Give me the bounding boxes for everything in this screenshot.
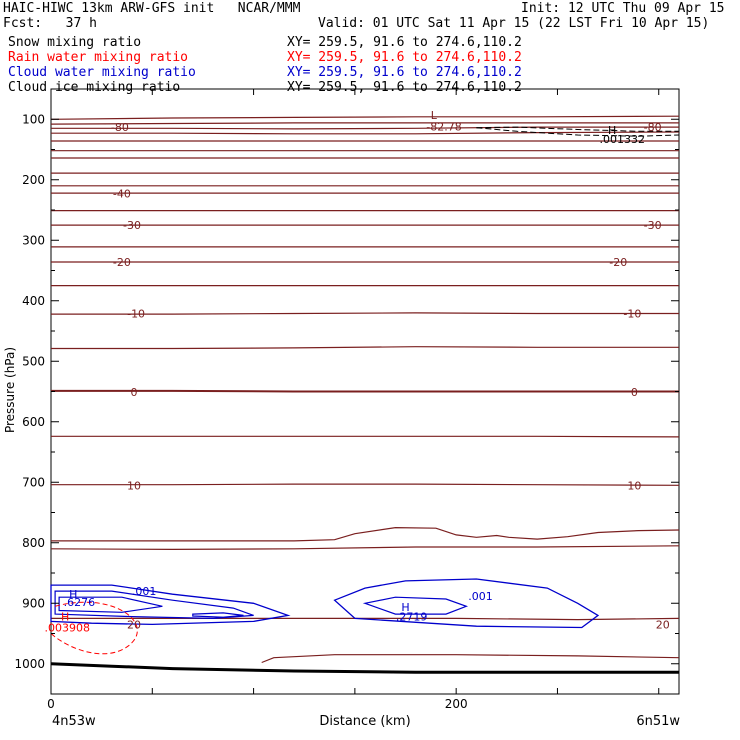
y-tick-label: 100 xyxy=(22,112,45,126)
cloud-water-left-mid xyxy=(54,590,254,620)
header-line1-left: HAIC-HIWC 13km ARW-GFS init NCAR/MMM xyxy=(3,1,301,16)
y-tick-label: 300 xyxy=(22,233,45,247)
field-xy-snow: XY= 259.5, 91.6 to 274.6,110.2 xyxy=(287,35,522,50)
header-fcst: Fcst: 37 h xyxy=(3,16,97,31)
field-name-snow: Snow mixing ratio xyxy=(8,35,142,50)
contour-label: H xyxy=(61,611,69,624)
cloud-water-left-outer xyxy=(50,584,291,626)
contour-label: -80 xyxy=(644,121,662,134)
contour-label: -30 xyxy=(644,219,662,232)
isotherm-15 xyxy=(51,312,679,315)
isotherm-near-surface xyxy=(261,654,680,664)
contour-label: H xyxy=(69,588,77,601)
contour-label: -40 xyxy=(113,188,131,201)
contour-label: .001 xyxy=(132,585,157,598)
contour-label: -20 xyxy=(609,256,627,269)
contour-label: -80 xyxy=(111,121,129,134)
isotherm-20 xyxy=(50,545,680,551)
isotherm-1 xyxy=(50,122,679,125)
field-xy-cloud-ice: XY= 259.5, 91.6 to 274.6,110.2 xyxy=(287,80,522,95)
x-tick-label: 0 xyxy=(47,697,55,711)
contour-label: H xyxy=(401,601,409,614)
isotherm-3 xyxy=(51,131,680,135)
contour-label: -10 xyxy=(127,307,145,320)
field-xy-rain: XY= 259.5, 91.6 to 274.6,110.2 xyxy=(287,50,522,65)
contour-label: 20 xyxy=(656,618,670,631)
contour-label: L xyxy=(431,109,438,122)
isotherm-16 xyxy=(51,346,679,350)
isotherm-20 xyxy=(51,617,680,621)
contour-label: 10 xyxy=(627,479,641,492)
y-tick-label: 200 xyxy=(22,173,45,187)
ice-contour-upper xyxy=(476,126,679,132)
isotherm-0 xyxy=(50,115,680,120)
cloud-water-middle-inner xyxy=(362,596,469,615)
contour-label: 10 xyxy=(127,479,141,492)
x-axis-label: Distance (km) xyxy=(319,714,410,729)
cloud-water-left-inner xyxy=(58,596,163,613)
cloud-water-middle-outer xyxy=(333,578,600,629)
y-tick-label: 800 xyxy=(22,536,45,550)
contour-label: .2719 xyxy=(396,611,428,624)
isotherm-18 xyxy=(51,435,680,438)
isotherm-warm-upper xyxy=(51,526,680,542)
y-tick-label: 600 xyxy=(22,415,45,429)
contour-label: .001 xyxy=(468,590,493,603)
contour-label: 20 xyxy=(127,618,141,631)
ice-contour-lower xyxy=(476,127,680,137)
header-init: Init: 12 UTC Thu 09 Apr 15 xyxy=(521,1,725,16)
contour-label: 0 xyxy=(631,386,638,399)
isotherm-17 xyxy=(51,389,679,393)
y-tick-label: 500 xyxy=(22,354,45,368)
y-tick-label: 700 xyxy=(22,475,45,489)
field-name-cloud-ice: Cloud ice mixing ratio xyxy=(8,80,181,95)
contour-label: -82.78 xyxy=(426,121,461,134)
field-name-cloud-water: Cloud water mixing ratio xyxy=(8,65,196,80)
y-axis-label: Pressure (hPa) xyxy=(3,347,17,433)
contour-label: -20 xyxy=(113,256,131,269)
cloud-water-left-small xyxy=(192,612,244,618)
contour-label: -30 xyxy=(123,219,141,232)
contour-label: 0 xyxy=(131,386,138,399)
endpoint-left: 4n53w xyxy=(52,714,96,729)
header-valid: Valid: 01 UTC Sat 11 Apr 15 (22 LST Fri … xyxy=(318,16,710,31)
endpoint-right: 6n51w xyxy=(636,714,680,729)
y-tick-label: 400 xyxy=(22,294,45,308)
contour-label: H xyxy=(608,124,616,137)
rain-water-contour xyxy=(50,601,138,655)
field-xy-cloud-water: XY= 259.5, 91.6 to 274.6,110.2 xyxy=(287,65,522,80)
y-tick-label: 1000 xyxy=(14,657,45,671)
contour-label: .003908 xyxy=(44,621,90,634)
contour-label: .6276 xyxy=(64,596,96,609)
contour-label: -10 xyxy=(623,307,641,320)
isotherm-19 xyxy=(51,483,680,486)
field-name-rain: Rain water mixing ratio xyxy=(8,50,189,65)
contour-label: .001332 xyxy=(600,133,646,146)
y-tick-label: 900 xyxy=(22,596,45,610)
surface-pressure-line xyxy=(50,662,679,674)
isotherm-2 xyxy=(51,126,679,130)
x-tick-label: 200 xyxy=(445,697,468,711)
